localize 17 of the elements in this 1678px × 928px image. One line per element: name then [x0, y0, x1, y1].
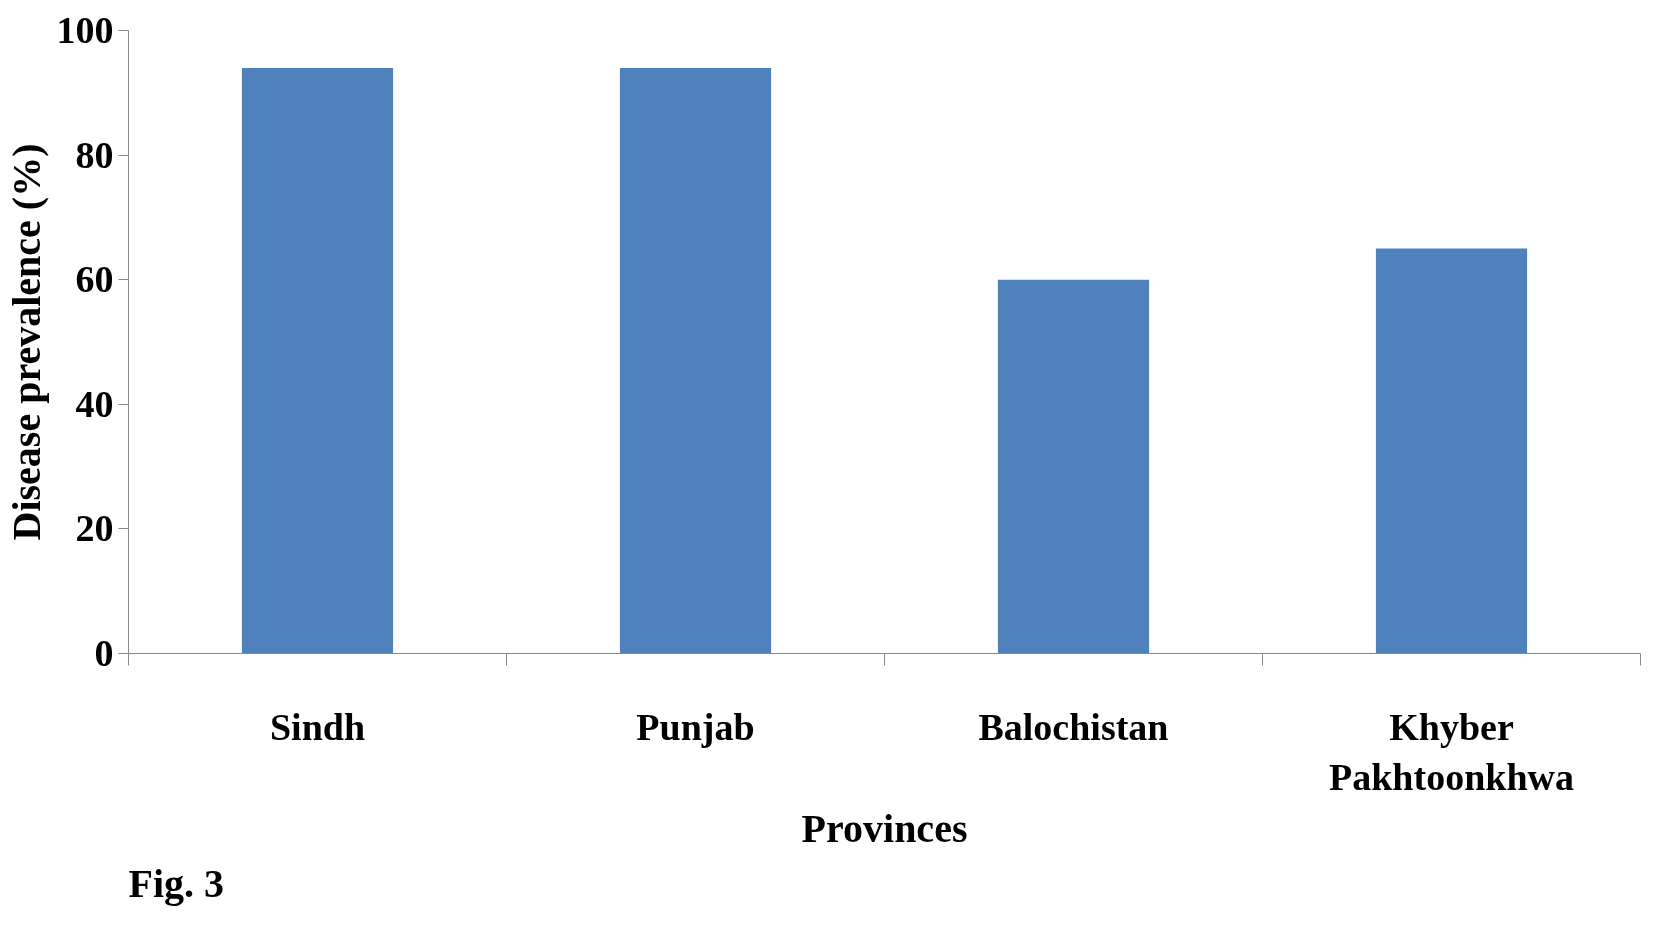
- y-tick-label: 0: [94, 632, 114, 674]
- bar: [619, 67, 772, 654]
- bar: [241, 67, 394, 654]
- y-tick-label: 20: [75, 507, 114, 550]
- x-tick-label: Punjab: [636, 705, 755, 748]
- x-tick-label: Khyber Pakhtoonkhwa: [1329, 705, 1574, 798]
- x-axis-title: Provinces: [801, 805, 968, 851]
- y-tick-label: 40: [75, 382, 114, 425]
- y-tick-label: 80: [75, 133, 114, 176]
- x-tick-label: Sindh: [269, 705, 366, 748]
- x-tick-label: Balochistan: [978, 705, 1169, 748]
- y-tick-label: 100: [56, 9, 114, 51]
- y-tick-label: 60: [75, 258, 114, 301]
- bar: [997, 279, 1150, 654]
- bar: [1375, 248, 1528, 654]
- caption: Fig. 3: [128, 860, 225, 906]
- y-axis-title: Disease prevalence (%): [3, 143, 49, 541]
